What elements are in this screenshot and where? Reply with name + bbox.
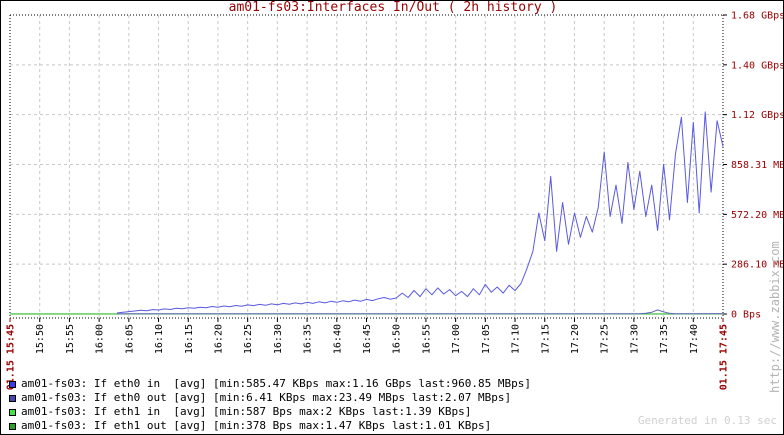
x-axis-label: 16:35 bbox=[303, 324, 314, 354]
legend-swatch-eth1-out bbox=[9, 422, 16, 430]
x-axis-label: 16:45 bbox=[362, 324, 373, 354]
x-axis-label: 17:05 bbox=[481, 324, 492, 354]
x-axis-label: 16:55 bbox=[421, 324, 432, 354]
x-axis-label: 16:40 bbox=[332, 324, 343, 354]
x-axis-label: 17:40 bbox=[689, 324, 700, 354]
series-if-eth0-in bbox=[116, 111, 724, 314]
x-axis-label: 17:00 bbox=[451, 324, 462, 354]
x-axis-label: 15:55 bbox=[65, 324, 76, 354]
generated-in-label: Generated in 0.13 sec bbox=[637, 414, 777, 427]
zabbix-watermark: http://www.zabbix.com bbox=[768, 241, 782, 393]
legend-swatch-eth1-in bbox=[9, 408, 16, 416]
y-axis-label: 1.12 GBps bbox=[731, 110, 784, 121]
legend-label: am01-fs03: If eth0 in [avg] [min:585.47 … bbox=[21, 377, 531, 390]
x-axis-label: 17:35 bbox=[659, 324, 670, 354]
legend-swatch-eth0-in bbox=[9, 380, 16, 388]
y-axis-label: 1.40 GBps bbox=[731, 60, 784, 71]
x-axis-label: 16:15 bbox=[184, 324, 195, 354]
x-axis-label: 17:30 bbox=[629, 324, 640, 354]
legend-item-eth0-in: am01-fs03: If eth0 in [avg] [min:585.47 … bbox=[9, 377, 531, 391]
legend-item-eth0-out: am01-fs03: If eth0 out [avg] [min:6.41 K… bbox=[9, 391, 531, 405]
x-axis-label: 17:15 bbox=[540, 324, 551, 354]
legend-item-eth1-in: am01-fs03: If eth1 in [avg] [min:587 Bps… bbox=[9, 405, 531, 419]
x-axis-label: 16:30 bbox=[273, 324, 284, 354]
x-axis-label: 01.15 17:45 bbox=[719, 324, 730, 390]
x-axis-label: 17:20 bbox=[570, 324, 581, 354]
legend-label: am01-fs03: If eth1 in [avg] [min:587 Bps… bbox=[21, 405, 472, 418]
x-axis-label: 16:05 bbox=[124, 324, 135, 354]
legend-label: am01-fs03: If eth1 out [avg] [min:378 Bp… bbox=[21, 419, 492, 432]
y-axis-label: 286.10 MBps bbox=[731, 260, 784, 271]
x-axis-label: 16:25 bbox=[243, 324, 254, 354]
legend-item-eth1-out: am01-fs03: If eth1 out [avg] [min:378 Bp… bbox=[9, 419, 531, 433]
y-axis-label: 1.68 GBps bbox=[731, 11, 784, 22]
x-axis-label: 16:00 bbox=[95, 324, 106, 354]
y-axis-label: 572.20 MBps bbox=[731, 210, 784, 221]
x-axis-label: 15:50 bbox=[35, 324, 46, 354]
x-axis-label: 17:10 bbox=[511, 324, 522, 354]
x-axis-label: 17:25 bbox=[600, 324, 611, 354]
graph-title: am01-fs03:Interfaces In/Out ( 2h history… bbox=[228, 0, 558, 15]
x-axis-label: 01.15 15:45 bbox=[6, 324, 17, 390]
x-axis-label: 16:50 bbox=[392, 324, 403, 354]
x-axis-label: 16:10 bbox=[154, 324, 165, 354]
x-axis-label: 16:20 bbox=[213, 324, 224, 354]
series-if-eth0-out bbox=[116, 309, 724, 315]
y-axis-label: 0 Bps bbox=[731, 310, 761, 321]
y-axis-label: 858.31 MBps bbox=[731, 160, 784, 171]
legend: am01-fs03: If eth0 in [avg] [min:585.47 … bbox=[9, 377, 531, 433]
legend-swatch-eth0-out bbox=[9, 394, 16, 402]
legend-label: am01-fs03: If eth0 out [avg] [min:6.41 K… bbox=[21, 391, 512, 404]
